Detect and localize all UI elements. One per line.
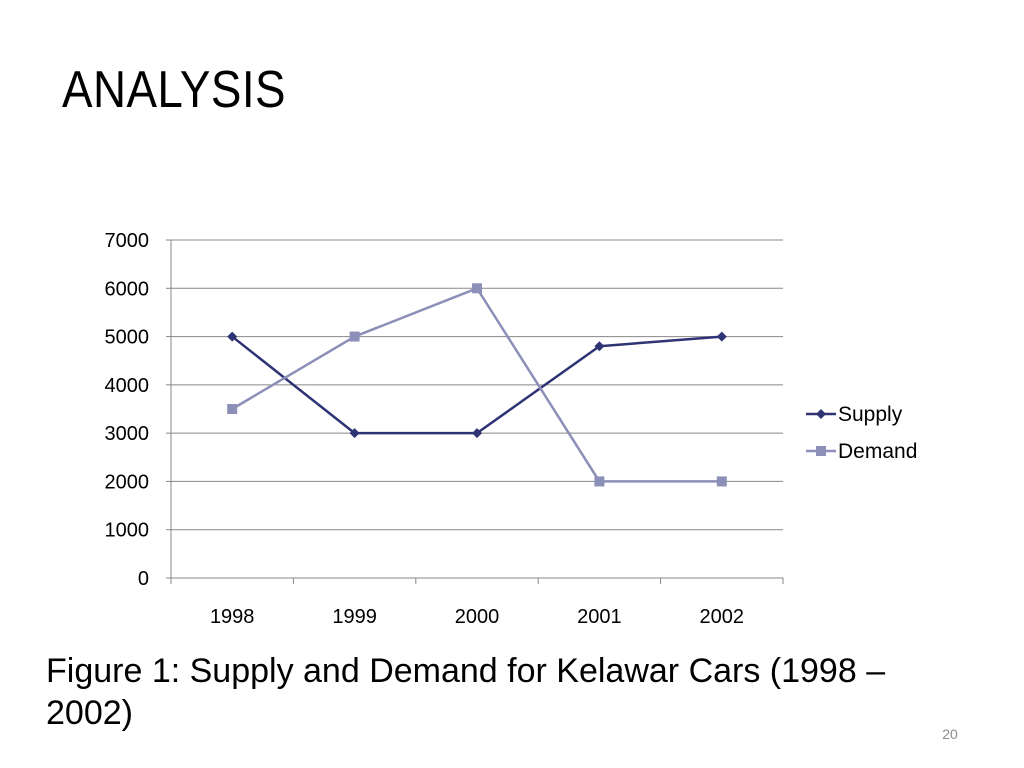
- y-tick-label: 6000: [105, 278, 150, 300]
- data-point-demand-1998: [227, 404, 238, 414]
- y-tick-label: 4000: [105, 375, 150, 397]
- x-tick-label: 2001: [577, 606, 622, 628]
- legend-swatch-marker: [816, 409, 826, 419]
- legend-label: Supply: [838, 403, 903, 426]
- legend-entry-demand: Demand: [806, 440, 917, 463]
- data-point-demand-2000: [472, 283, 482, 294]
- chart-series: [227, 283, 727, 487]
- data-point-demand-2001: [594, 476, 605, 487]
- chart-axes: [170, 240, 783, 579]
- data-point-supply-2002: [716, 331, 727, 342]
- y-axis-ticks: 0 1000 2000 3000 4000 5000 6000 7000: [105, 230, 171, 590]
- y-tick-label: 7000: [105, 230, 150, 252]
- data-point-supply-2001: [594, 341, 605, 352]
- data-point-demand-2002: [716, 476, 727, 487]
- x-axis-ticks: 1998 1999 2000 2001 2002: [170, 578, 784, 628]
- series-demand: [227, 283, 727, 487]
- slide-title: ANALYSIS: [62, 61, 286, 119]
- legend-swatch-marker: [816, 446, 826, 456]
- x-tick-label: 2000: [455, 606, 500, 628]
- legend-label: Demand: [838, 440, 917, 463]
- legend-entry-supply: Supply: [806, 403, 903, 426]
- data-point-demand-1999: [349, 331, 360, 342]
- series-supply: [227, 331, 727, 439]
- y-tick-label: 0: [138, 568, 149, 590]
- y-tick-label: 5000: [105, 327, 150, 349]
- figure-caption: Figure 1: Supply and Demand for Kelawar …: [46, 652, 886, 732]
- page-number: 20: [942, 726, 958, 742]
- data-point-supply-1998: [227, 331, 238, 342]
- x-tick-label: 2002: [700, 606, 745, 628]
- y-tick-label: 2000: [105, 471, 150, 493]
- chart-legend: Supply Demand: [806, 403, 917, 463]
- x-tick-label: 1999: [332, 606, 377, 628]
- x-tick-label: 1998: [210, 606, 255, 628]
- y-tick-label: 1000: [105, 520, 150, 542]
- data-point-supply-2000: [472, 428, 482, 439]
- y-tick-label: 3000: [105, 423, 150, 445]
- data-point-supply-1999: [349, 428, 360, 439]
